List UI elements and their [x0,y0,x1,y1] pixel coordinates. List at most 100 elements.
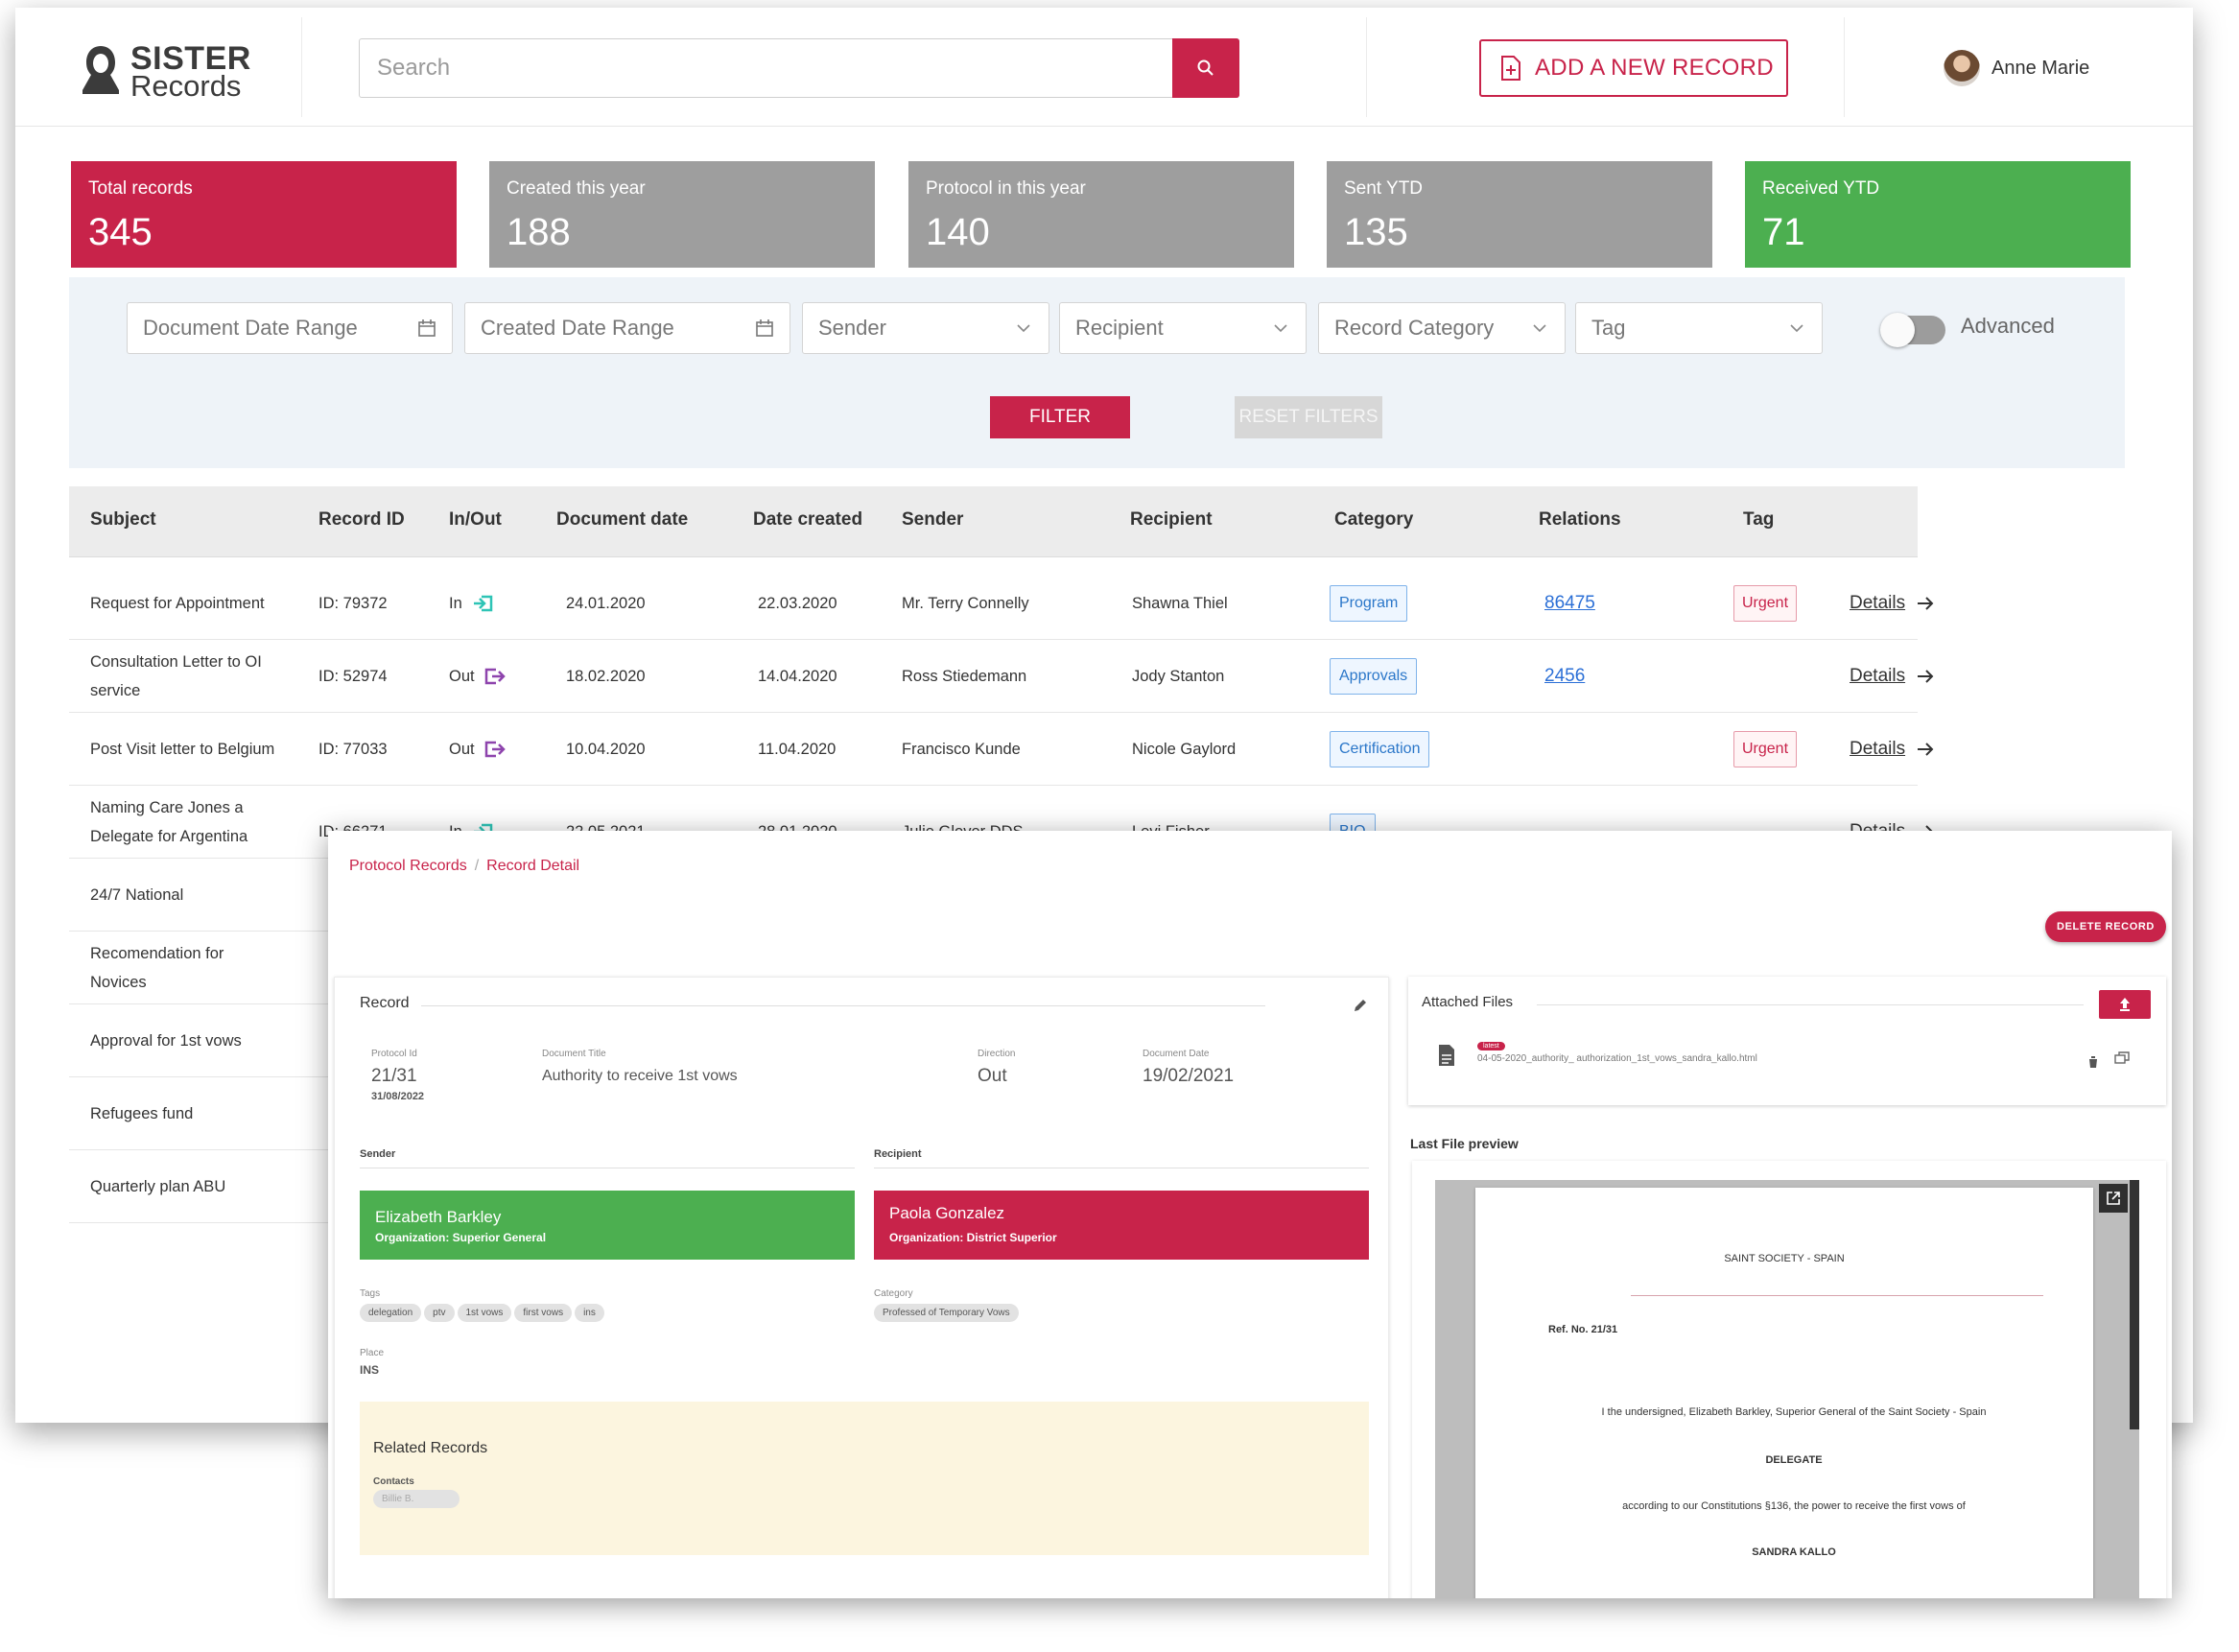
stat-protocol-this-year[interactable]: Protocol in this year 140 [908,161,1294,268]
table-row[interactable]: Consultation Letter to OI service ID: 52… [69,640,1934,713]
preview-scrollbar[interactable] [2130,1180,2139,1429]
stat-value: 135 [1344,211,1408,253]
stat-sent-ytd[interactable]: Sent YTD 135 [1327,161,1712,268]
details-label: Details [1850,666,1906,686]
relation-link[interactable]: 86475 [1544,593,1595,613]
advanced-toggle[interactable] [1880,313,1945,347]
column-header[interactable]: Sender [902,509,964,530]
column-header[interactable]: Date created [753,509,863,530]
protocol-id-value: 21/31 [371,1066,417,1086]
search-icon [1197,59,1214,76]
cell-category: Certification [1330,713,1430,786]
tag-chip[interactable]: ptv [424,1304,455,1322]
user-menu[interactable]: Anne Marie [1944,46,2089,90]
edit-icon[interactable] [1352,997,1369,1014]
column-header[interactable]: Tag [1743,509,1775,530]
document-viewer[interactable]: SAINT SOCIETY - SPAIN Ref. No. 21/31 I t… [1435,1180,2139,1598]
sender-card[interactable]: Elizabeth Barkley Organization: Superior… [360,1191,855,1260]
stat-created-this-year[interactable]: Created this year 188 [489,161,875,268]
column-header[interactable]: Document date [556,509,689,530]
avatar [1944,50,1980,86]
cell-tag: Urgent [1733,567,1798,640]
breadcrumb-protocol-records[interactable]: Protocol Records [349,858,467,874]
cell-document-date: 24.01.2020 [566,595,646,612]
breadcrumb: Protocol Records / Record Detail [349,858,580,874]
divider [421,1005,1265,1006]
tag-chip[interactable]: ins [575,1304,604,1322]
breadcrumb-record-detail[interactable]: Record Detail [486,858,580,874]
stat-value: 71 [1762,211,1805,253]
reset-filters-button[interactable]: RESET FILTERS [1235,396,1382,438]
cell-tag: Urgent [1733,713,1798,786]
sender-select[interactable]: Sender [802,302,1049,354]
place-value: INS [360,1363,380,1377]
arrow-right-icon [1918,743,1934,756]
record-panel-title: Record [360,995,410,1011]
tag-chip[interactable]: 1st vows [457,1304,512,1322]
column-header[interactable]: Category [1334,509,1414,530]
contact-chip[interactable]: Billie B. [373,1490,460,1508]
cell-record-id: ID: 52974 [318,668,388,685]
top-bar: SISTER Records ADD A NEW RECORD Anne Mar… [15,8,2193,127]
created-date-range-field[interactable]: Created Date Range [464,302,790,354]
direction-value: Out [978,1066,1007,1086]
file-name[interactable]: 04-05-2020_authority_ authorization_1st_… [1477,1053,1757,1064]
chevron-down-icon [1533,324,1546,333]
chevron-down-icon [1790,324,1803,333]
document-date-label: Document Date [1143,1049,1210,1059]
letter-rule [1631,1295,2043,1296]
urgent-badge: Urgent [1733,731,1798,767]
add-record-button[interactable]: ADD A NEW RECORD [1479,39,1788,97]
copy-icon[interactable] [2114,1051,2130,1065]
column-header[interactable]: Subject [90,509,156,530]
cell-document-date: 10.04.2020 [566,741,646,758]
outgoing-icon [484,741,506,758]
field-placeholder: Document Date Range [143,316,358,340]
recipient-card[interactable]: Paola Gonzalez Organization: District Su… [874,1191,1369,1260]
divider [1537,1004,2084,1005]
cell-category: Program [1330,567,1408,640]
recipient-select[interactable]: Recipient [1059,302,1307,354]
stat-value: 188 [507,211,571,253]
search-input[interactable] [360,39,1154,97]
column-header[interactable]: Record ID [318,509,405,530]
record-category-select[interactable]: Record Category [1318,302,1566,354]
document-page: SAINT SOCIETY - SPAIN Ref. No. 21/31 I t… [1475,1188,2093,1598]
column-header[interactable]: In/Out [449,509,502,530]
tag-select[interactable]: Tag [1575,302,1823,354]
column-header[interactable]: Relations [1539,509,1621,530]
details-link[interactable]: Details [1850,640,1934,713]
related-records-title: Related Records [373,1440,488,1456]
document-date-range-field[interactable]: Document Date Range [127,302,453,354]
stat-received-ytd[interactable]: Received YTD 71 [1745,161,2131,268]
sender-name: Elizabeth Barkley [375,1208,502,1226]
document-date-value: 19/02/2021 [1143,1066,1235,1086]
column-header[interactable]: Recipient [1130,509,1213,530]
logo-text-bottom: Records [130,69,242,103]
arrow-right-icon [1918,597,1934,610]
delete-record-button[interactable]: DELETE RECORD [2045,911,2166,942]
search-button[interactable] [1172,38,1239,98]
field-placeholder: Created Date Range [481,316,674,340]
relation-link[interactable]: 2456 [1544,666,1586,686]
app-logo[interactable]: SISTER Records [77,36,250,103]
trash-icon[interactable] [2087,1055,2099,1069]
tag-chip[interactable]: first vows [514,1304,573,1322]
tag-chip[interactable]: delegation [360,1304,422,1322]
cell-subject: Request for Appointment [90,595,265,612]
open-external-button[interactable] [2099,1184,2128,1213]
table-row[interactable]: Post Visit letter to Belgium ID: 77033 O… [69,713,1934,786]
details-link[interactable]: Details [1850,567,1934,640]
stat-total-records[interactable]: Total records 345 [71,161,457,268]
category-badge: Certification [1330,731,1430,767]
cell-subject: Quarterly plan ABU [90,1178,226,1195]
details-link[interactable]: Details [1850,713,1934,786]
outgoing-icon [484,668,506,685]
cell-date-created: 11.04.2020 [758,741,837,758]
upload-button[interactable] [2099,990,2151,1019]
table-row[interactable]: Request for Appointment ID: 79372 In 24.… [69,567,1934,640]
filter-button[interactable]: FILTER [990,396,1130,438]
cell-recipient: Jody Stanton [1132,668,1225,685]
cell-inout: Out [449,713,506,786]
category-chip[interactable]: Professed of Temporary Vows [874,1304,1019,1322]
